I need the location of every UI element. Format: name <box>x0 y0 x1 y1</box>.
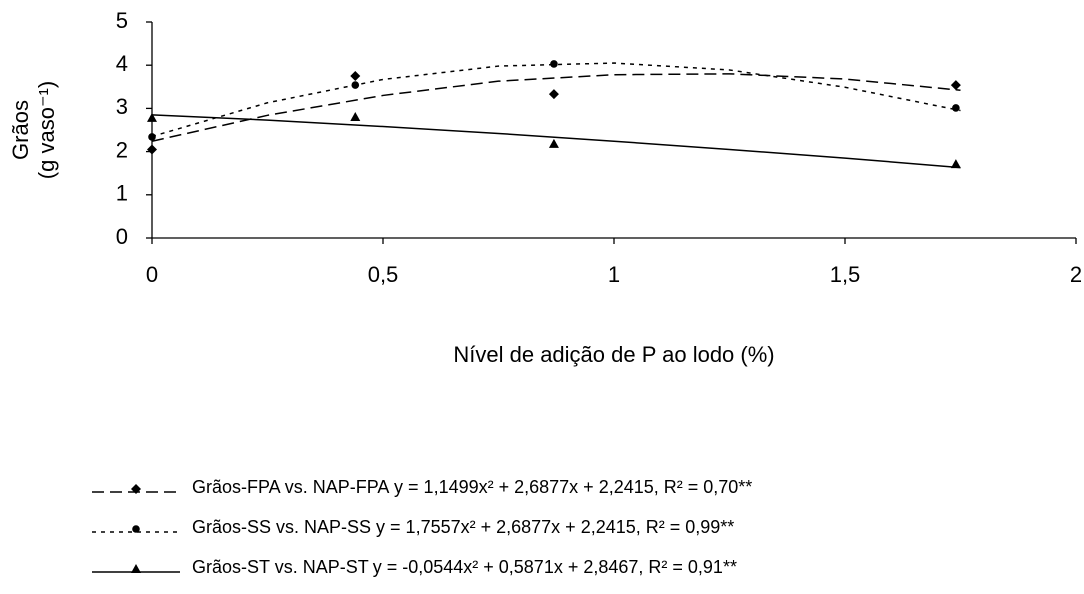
point <box>147 112 157 122</box>
point <box>950 159 961 169</box>
y-tick-label: 1 <box>116 181 128 206</box>
legend-marker <box>132 525 140 533</box>
x-tick-label: 0 <box>146 262 158 287</box>
y-axis-title-line: (g vaso⁻¹) <box>34 81 59 179</box>
point <box>350 71 361 81</box>
legend-text: Grãos-FPA vs. NAP-FPA y = 1,1499x² + 2,68… <box>192 477 752 497</box>
point <box>550 60 558 68</box>
legend-name: Grãos-SS vs. NAP-SS <box>192 517 371 537</box>
point <box>548 138 559 148</box>
x-tick-label: 1,5 <box>830 262 861 287</box>
legend-marker <box>131 484 141 494</box>
y-axis-title: Grãos (g vaso⁻¹) <box>8 81 59 179</box>
legend-name: Grãos-FPA vs. NAP-FPA <box>192 477 389 497</box>
y-axis-title-line: Grãos <box>8 100 33 160</box>
y-tick-label: 4 <box>116 51 128 76</box>
point <box>548 89 559 100</box>
x-tick-label: 0,5 <box>368 262 399 287</box>
point <box>148 133 156 141</box>
legend-equation: y = 1,1499x² + 2,6877x + 2,2415, R² = 0,… <box>394 477 752 497</box>
point <box>950 80 961 91</box>
fit-curve <box>151 73 961 142</box>
y-tick-label: 5 <box>116 8 128 33</box>
point <box>351 81 360 89</box>
point <box>952 104 960 112</box>
legend-equation: y = 1,7557x² + 2,6877x + 2,2415, R² = 0,… <box>376 517 734 537</box>
legend-equation: y = -0,0544x² + 0,5871x + 2,8467, R² = 0… <box>373 557 737 577</box>
legend-name: Grãos-ST vs. NAP-ST <box>192 557 369 577</box>
x-tick-label: 1 <box>608 262 620 287</box>
x-axis-title: Nível de adição de P ao lodo (%) <box>453 342 774 367</box>
point <box>147 144 157 155</box>
legend-text: Grãos-ST vs. NAP-ST y = -0,0544x² + 0,587… <box>192 557 737 577</box>
fit-curve <box>151 62 961 138</box>
y-tick-label: 3 <box>116 94 128 119</box>
x-tick-label: 2 <box>1070 262 1082 287</box>
y-tick-label: 2 <box>116 137 128 162</box>
y-tick-label: 0 <box>116 224 128 249</box>
point <box>350 112 361 122</box>
legend-text: Grãos-SS vs. NAP-SS y = 1,7557x² + 2,6877… <box>192 517 734 537</box>
legend-marker <box>131 564 141 573</box>
fit-curve <box>151 114 961 169</box>
